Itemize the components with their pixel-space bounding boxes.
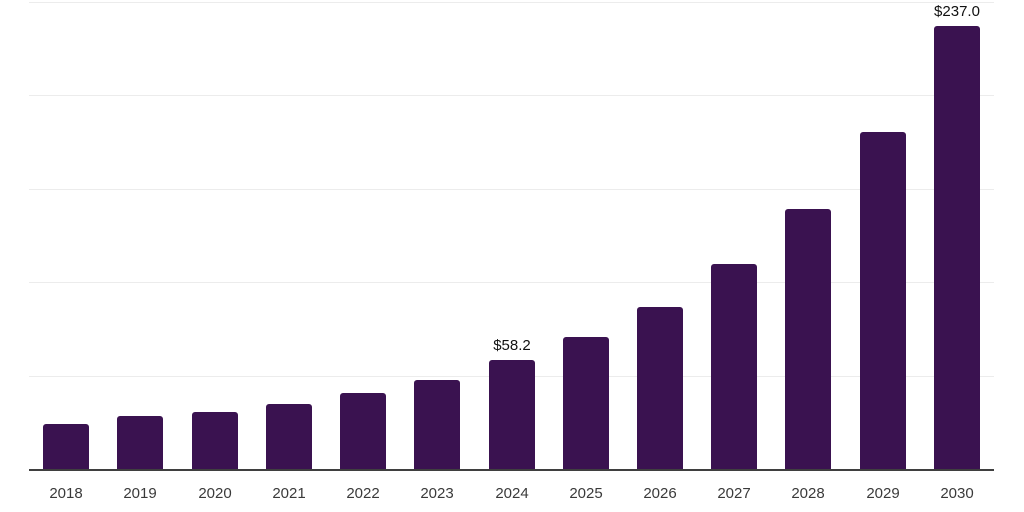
- x-tick-2019: 2019: [123, 485, 157, 502]
- x-tick-2028: 2028: [791, 485, 825, 502]
- bar-2026: [637, 307, 683, 469]
- bar-2030: [934, 26, 980, 469]
- x-tick-2018: 2018: [49, 485, 83, 502]
- x-axis-line: [29, 469, 994, 471]
- bar-2024: [489, 360, 535, 469]
- value-label-2030: $237.0: [934, 3, 980, 20]
- gridline-y-250: [29, 2, 994, 3]
- x-tick-2029: 2029: [866, 485, 900, 502]
- bar-2021: [266, 404, 312, 469]
- x-tick-2026: 2026: [643, 485, 677, 502]
- bar-2027: [711, 264, 757, 469]
- value-label-2024: $58.2: [493, 337, 531, 354]
- x-tick-2023: 2023: [420, 485, 454, 502]
- bar-2019: [117, 416, 163, 469]
- bar-2025: [563, 337, 609, 469]
- x-tick-2024: 2024: [495, 485, 529, 502]
- bar-2023: [414, 380, 460, 469]
- bar-2028: [785, 209, 831, 469]
- gridline-y-100: [29, 282, 994, 283]
- x-tick-2030: 2030: [940, 485, 974, 502]
- x-tick-2025: 2025: [569, 485, 603, 502]
- gridline-y-150: [29, 189, 994, 190]
- x-tick-2022: 2022: [346, 485, 380, 502]
- bar-2022: [340, 393, 386, 469]
- x-tick-2027: 2027: [717, 485, 751, 502]
- gridline-y-200: [29, 95, 994, 96]
- bar-2018: [43, 424, 89, 469]
- x-tick-2020: 2020: [198, 485, 232, 502]
- bar-2029: [860, 132, 906, 469]
- bar-2020: [192, 412, 238, 469]
- x-tick-2021: 2021: [272, 485, 306, 502]
